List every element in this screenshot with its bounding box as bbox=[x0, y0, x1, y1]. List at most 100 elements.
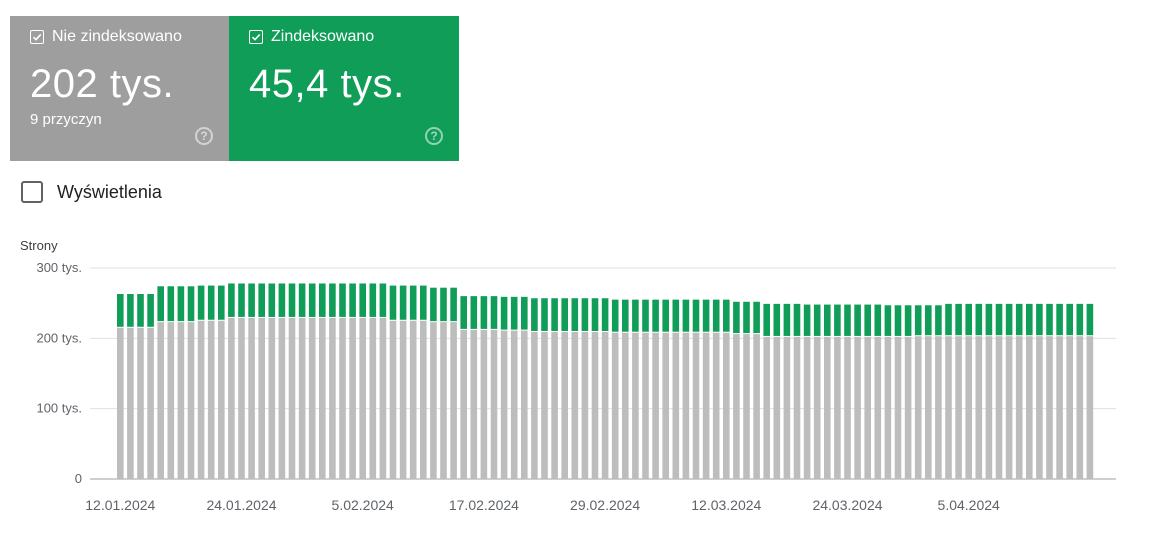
bar-indexed[interactable] bbox=[1015, 303, 1023, 336]
bar-indexed[interactable] bbox=[258, 283, 265, 317]
bar-indexed[interactable] bbox=[500, 296, 508, 330]
bar-indexed[interactable] bbox=[874, 304, 882, 336]
bar-not-indexed[interactable] bbox=[268, 317, 276, 479]
bar-not-indexed[interactable] bbox=[510, 330, 518, 479]
bar-indexed[interactable] bbox=[622, 299, 629, 332]
bar-not-indexed[interactable] bbox=[914, 336, 922, 479]
not-indexed-card[interactable]: Nie zindeksowano 202 tys. 9 przyczyn ? bbox=[10, 16, 229, 161]
bar-not-indexed[interactable] bbox=[712, 332, 720, 479]
bar-indexed[interactable] bbox=[308, 283, 316, 317]
bar-indexed[interactable] bbox=[137, 294, 144, 327]
bar-indexed[interactable] bbox=[1086, 303, 1094, 336]
bar-indexed[interactable] bbox=[1036, 303, 1043, 336]
bar-not-indexed[interactable] bbox=[167, 322, 175, 479]
bar-not-indexed[interactable] bbox=[672, 332, 680, 479]
bar-indexed[interactable] bbox=[945, 303, 952, 336]
bar-indexed[interactable] bbox=[359, 283, 366, 317]
bar-not-indexed[interactable] bbox=[1076, 336, 1084, 479]
bar-indexed[interactable] bbox=[824, 304, 831, 336]
bar-indexed[interactable] bbox=[1046, 303, 1053, 336]
checkbox-checked-icon[interactable] bbox=[249, 30, 263, 44]
bar-indexed[interactable] bbox=[278, 283, 286, 317]
bar-not-indexed[interactable] bbox=[581, 332, 589, 479]
bar-indexed[interactable] bbox=[369, 283, 377, 317]
bar-not-indexed[interactable] bbox=[450, 322, 457, 479]
bar-indexed[interactable] bbox=[470, 296, 478, 329]
bar-not-indexed[interactable] bbox=[1026, 336, 1033, 479]
bar-not-indexed[interactable] bbox=[935, 336, 942, 479]
bar-indexed[interactable] bbox=[1005, 303, 1013, 336]
bar-indexed[interactable] bbox=[834, 304, 841, 336]
bar-indexed[interactable] bbox=[571, 298, 579, 332]
bar-indexed[interactable] bbox=[723, 299, 730, 332]
bar-indexed[interactable] bbox=[733, 301, 740, 334]
impressions-toggle[interactable]: Wyświetlenia bbox=[21, 181, 162, 203]
bar-not-indexed[interactable] bbox=[773, 336, 781, 479]
bar-not-indexed[interactable] bbox=[813, 336, 821, 479]
bar-indexed[interactable] bbox=[955, 303, 962, 336]
bar-not-indexed[interactable] bbox=[1005, 336, 1013, 479]
bar-indexed[interactable] bbox=[803, 304, 811, 336]
bar-not-indexed[interactable] bbox=[642, 332, 649, 479]
bar-not-indexed[interactable] bbox=[601, 332, 609, 479]
bar-not-indexed[interactable] bbox=[339, 317, 346, 479]
bar-indexed[interactable] bbox=[702, 299, 710, 332]
bar-not-indexed[interactable] bbox=[349, 317, 356, 479]
bar-not-indexed[interactable] bbox=[359, 317, 366, 479]
bar-not-indexed[interactable] bbox=[197, 320, 205, 479]
bar-indexed[interactable] bbox=[248, 283, 255, 317]
bar-not-indexed[interactable] bbox=[389, 320, 397, 479]
bar-not-indexed[interactable] bbox=[571, 332, 579, 479]
bar-not-indexed[interactable] bbox=[611, 332, 619, 479]
bar-not-indexed[interactable] bbox=[662, 332, 669, 479]
bar-not-indexed[interactable] bbox=[147, 327, 154, 479]
bar-not-indexed[interactable] bbox=[187, 322, 195, 479]
bar-not-indexed[interactable] bbox=[127, 327, 134, 479]
bar-indexed[interactable] bbox=[591, 298, 599, 332]
bar-not-indexed[interactable] bbox=[531, 332, 538, 479]
bar-not-indexed[interactable] bbox=[854, 336, 861, 479]
bar-indexed[interactable] bbox=[753, 301, 760, 334]
bar-not-indexed[interactable] bbox=[490, 329, 498, 479]
bar-not-indexed[interactable] bbox=[955, 336, 962, 479]
bar-indexed[interactable] bbox=[490, 296, 498, 329]
bar-not-indexed[interactable] bbox=[460, 329, 467, 479]
bar-indexed[interactable] bbox=[854, 304, 861, 336]
bar-indexed[interactable] bbox=[531, 298, 538, 332]
bar-indexed[interactable] bbox=[601, 298, 609, 332]
bar-not-indexed[interactable] bbox=[228, 317, 235, 479]
bar-indexed[interactable] bbox=[187, 286, 195, 322]
bar-indexed[interactable] bbox=[793, 303, 801, 336]
bar-not-indexed[interactable] bbox=[1036, 336, 1043, 479]
bar-not-indexed[interactable] bbox=[763, 336, 770, 479]
bar-not-indexed[interactable] bbox=[834, 336, 841, 479]
bar-indexed[interactable] bbox=[712, 299, 720, 332]
bar-not-indexed[interactable] bbox=[551, 332, 558, 479]
bar-indexed[interactable] bbox=[389, 285, 397, 320]
bar-indexed[interactable] bbox=[773, 303, 781, 336]
bar-indexed[interactable] bbox=[652, 299, 659, 332]
bar-not-indexed[interactable] bbox=[945, 336, 952, 479]
bar-indexed[interactable] bbox=[864, 304, 871, 336]
bar-indexed[interactable] bbox=[581, 298, 589, 332]
bar-not-indexed[interactable] bbox=[622, 332, 629, 479]
bar-not-indexed[interactable] bbox=[218, 320, 225, 479]
help-circle-icon[interactable]: ? bbox=[195, 127, 213, 145]
bar-not-indexed[interactable] bbox=[995, 336, 1003, 479]
bar-not-indexed[interactable] bbox=[521, 330, 528, 479]
bar-not-indexed[interactable] bbox=[904, 336, 912, 479]
bar-indexed[interactable] bbox=[409, 285, 417, 320]
bar-not-indexed[interactable] bbox=[894, 336, 902, 479]
bar-not-indexed[interactable] bbox=[420, 320, 427, 479]
bar-not-indexed[interactable] bbox=[207, 320, 215, 479]
bar-indexed[interactable] bbox=[450, 287, 457, 322]
bar-not-indexed[interactable] bbox=[975, 336, 983, 479]
bar-indexed[interactable] bbox=[682, 299, 690, 332]
bar-not-indexed[interactable] bbox=[319, 317, 326, 479]
bar-indexed[interactable] bbox=[339, 283, 346, 317]
bar-indexed[interactable] bbox=[238, 283, 245, 317]
bar-indexed[interactable] bbox=[763, 303, 770, 336]
bar-indexed[interactable] bbox=[268, 283, 276, 317]
bar-not-indexed[interactable] bbox=[470, 329, 478, 479]
bar-not-indexed[interactable] bbox=[157, 322, 164, 479]
